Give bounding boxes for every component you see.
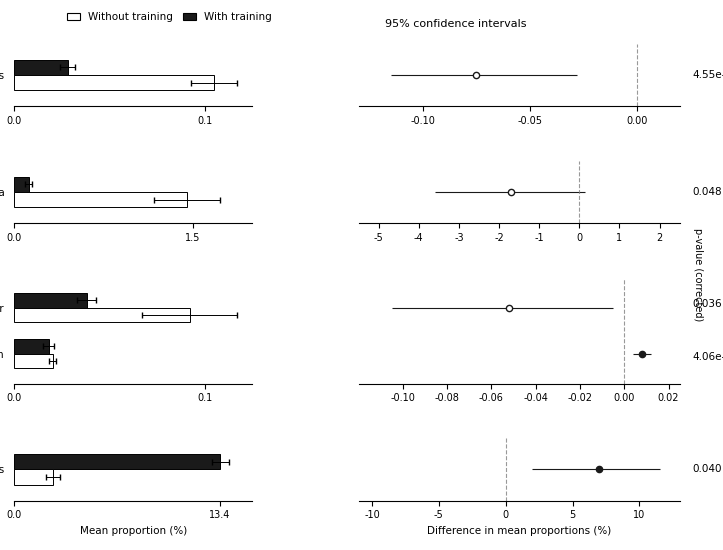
Text: 4.55e-3: 4.55e-3: [693, 70, 723, 80]
Text: p-value (corrected): p-value (corrected): [693, 228, 703, 322]
X-axis label: Mean proportion (%): Mean proportion (%): [80, 526, 187, 536]
Legend: Without training, With training: Without training, With training: [63, 8, 276, 26]
Bar: [14, 75, 214, 90]
Bar: [14, 454, 220, 469]
Bar: [14, 177, 29, 192]
Text: 0.040: 0.040: [693, 464, 722, 475]
Bar: [14, 469, 53, 485]
Bar: [14, 60, 68, 75]
Bar: [14, 339, 48, 354]
Text: 4.06e-3: 4.06e-3: [693, 352, 723, 362]
X-axis label: Difference in mean proportions (%): Difference in mean proportions (%): [427, 526, 611, 536]
Text: 95% confidence intervals: 95% confidence intervals: [385, 19, 526, 29]
Bar: [14, 308, 189, 322]
Bar: [14, 192, 187, 207]
Text: 0.036: 0.036: [693, 299, 722, 309]
Bar: [14, 293, 87, 308]
Bar: [14, 354, 53, 369]
Text: 0.048: 0.048: [693, 187, 722, 197]
